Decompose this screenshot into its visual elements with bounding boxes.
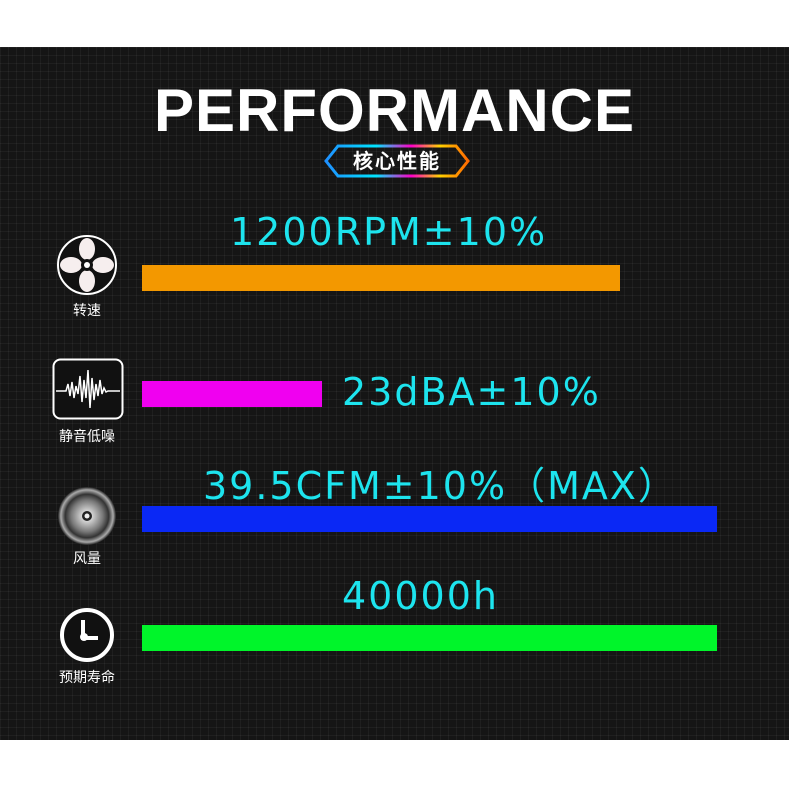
- airflow-value: 39.5CFM±10%（MAX）: [203, 464, 678, 508]
- clock-icon: [60, 608, 114, 662]
- rpm-value: 1200RPM±10%: [230, 210, 548, 254]
- page-title: PERFORMANCE: [153, 77, 635, 144]
- lifespan-bar: [142, 625, 717, 651]
- airflow-bar: [142, 506, 717, 532]
- subtitle-badge-frame: [324, 144, 470, 178]
- fan-icon: [57, 235, 117, 295]
- noise-value: 23dBA±10%: [342, 370, 601, 414]
- lifespan-label: 预期寿命: [59, 670, 115, 686]
- noise-label: 静音低噪: [59, 429, 115, 445]
- rpm-label: 转速: [73, 303, 101, 319]
- sound-wave-icon: [52, 358, 124, 420]
- rpm-bar: [142, 265, 620, 291]
- airflow-icon: [58, 487, 116, 545]
- subtitle: 核心性能: [353, 149, 441, 173]
- lifespan-value: 40000h: [342, 574, 499, 618]
- noise-bar: [142, 381, 322, 407]
- performance-panel: [0, 47, 789, 740]
- airflow-label: 风量: [73, 551, 101, 567]
